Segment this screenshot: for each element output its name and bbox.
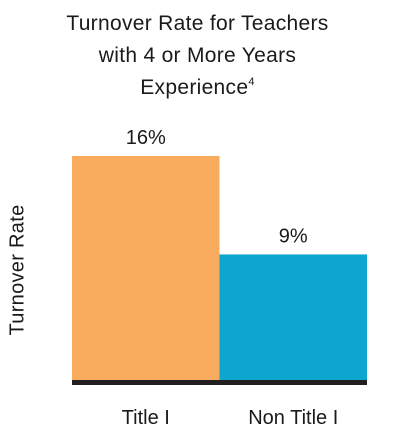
bar-2	[219, 254, 367, 381]
x-tick-label-2: Non Title I	[248, 407, 338, 428]
chart-title-line-2: with 4 or More Years	[98, 44, 297, 67]
chart-title-line-3: Experience4	[20, 72, 375, 104]
footnote-marker: 4	[248, 76, 255, 88]
bar-1	[72, 156, 220, 381]
x-axis-baseline	[72, 380, 367, 385]
chart-title: Turnover Rate for Teachers with 4 or Mor…	[20, 8, 375, 104]
chart-title-line-1: Turnover Rate for Teachers	[66, 12, 329, 35]
chart-title-line-3-text: Experience	[140, 76, 249, 99]
data-label-1: 16%	[126, 127, 166, 149]
x-tick-label-1: Title I	[122, 407, 170, 428]
data-label-2: 9%	[279, 225, 308, 247]
